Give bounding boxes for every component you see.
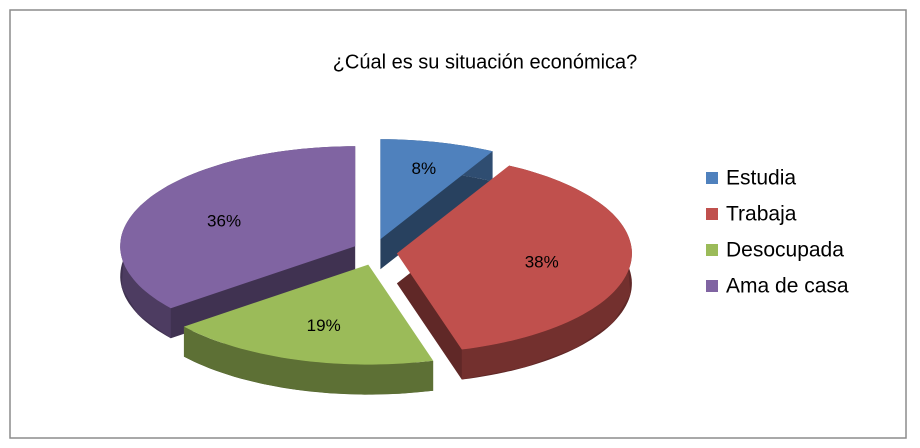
slice-top — [120, 146, 356, 309]
pie-slice — [183, 264, 434, 395]
legend-swatch — [706, 280, 718, 292]
data-label: 8% — [412, 159, 437, 178]
legend-swatch — [706, 172, 718, 184]
data-label: 19% — [307, 316, 341, 335]
legend-label: Estudia — [726, 167, 796, 190]
pie-slice — [380, 139, 493, 270]
slice-top — [380, 139, 493, 240]
pie-slice — [120, 146, 356, 339]
legend-swatch — [706, 244, 718, 256]
legend-label: Ama de casa — [726, 275, 849, 298]
slice-top — [183, 264, 434, 365]
legend-label: Trabaja — [726, 203, 797, 226]
slice-top — [396, 165, 632, 350]
data-label: 36% — [207, 212, 241, 231]
legend-swatch — [706, 208, 718, 220]
pie-slice — [396, 165, 632, 380]
legend-label: Desocupada — [726, 239, 844, 262]
data-label: 38% — [525, 253, 559, 272]
chart-title: ¿Cúal es su situación económica? — [333, 51, 638, 73]
slice-wall — [183, 326, 434, 395]
